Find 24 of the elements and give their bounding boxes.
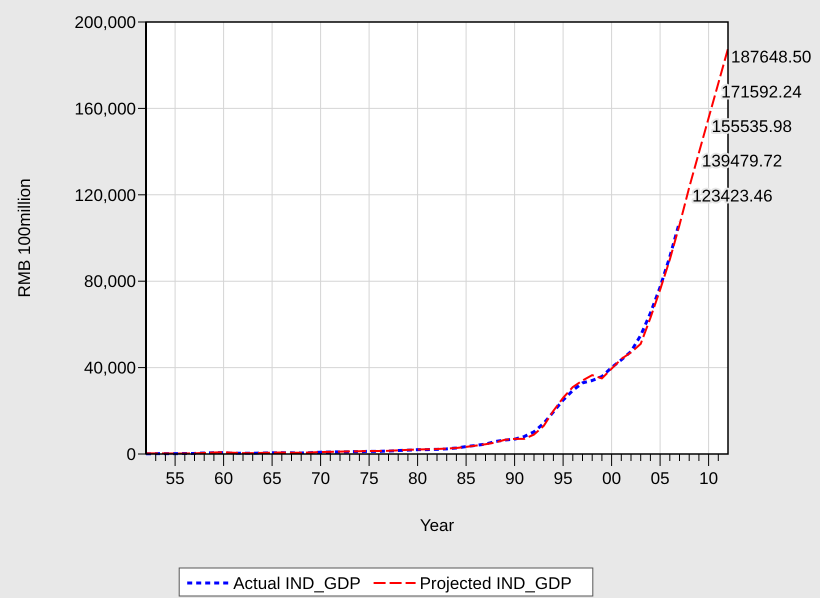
x-axis-title: Year (420, 516, 455, 535)
x-tick-label: 80 (408, 469, 428, 488)
y-tick-label: 40,000 (84, 358, 136, 378)
x-tick-label: 55 (166, 469, 185, 488)
legend-label: Projected IND_GDP (420, 574, 572, 593)
y-tick-label: 120,000 (74, 186, 136, 205)
y-tick-label: 0 (126, 445, 136, 464)
y-tick-label: 160,000 (74, 99, 136, 118)
x-tick-label: 85 (456, 469, 476, 488)
x-tick-label: 70 (311, 469, 330, 488)
x-tick-label: 65 (262, 469, 282, 488)
line-series (144, 220, 681, 456)
y-axis-title: RMB 100million (15, 178, 34, 298)
x-tick-label: 95 (554, 469, 573, 488)
legend-label: Actual IND_GDP (233, 574, 361, 593)
x-tick-label: 60 (214, 469, 234, 488)
y-tick-label: 80,000 (84, 272, 136, 292)
x-tick-label: 05 (650, 469, 670, 488)
y-tick-label: 200,000 (74, 13, 136, 32)
x-tick-label: 75 (360, 469, 379, 488)
annotation: 187648.50 (731, 48, 812, 67)
x-tick-label: 90 (505, 469, 524, 488)
x-tick-label: 10 (699, 469, 718, 488)
x-tick-label: 00 (602, 469, 622, 488)
